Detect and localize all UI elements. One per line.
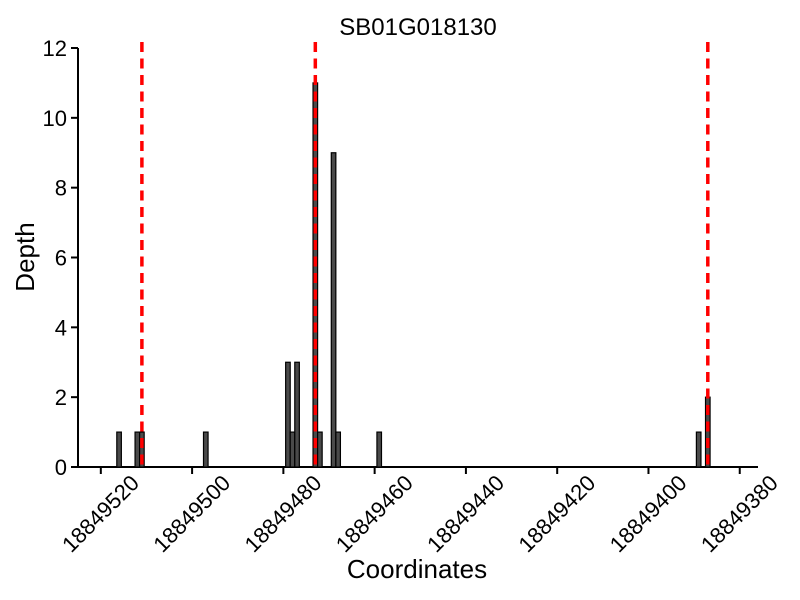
- depth-bar: [376, 431, 383, 468]
- y-axis-label: Depth: [10, 222, 40, 291]
- y-tick-label: 2: [55, 385, 67, 410]
- x-tick-label: 18849380: [696, 470, 783, 557]
- y-tick-label: 12: [43, 36, 67, 61]
- axis-spines: [77, 48, 758, 468]
- depth-bar: [202, 431, 209, 468]
- depth-bar: [294, 361, 300, 468]
- y-tick-label: 10: [43, 106, 67, 131]
- x-tick-label: 18849420: [513, 470, 600, 557]
- depth-bar: [335, 431, 342, 468]
- depth-bar: [289, 431, 296, 468]
- x-tick-label: 18849520: [57, 470, 144, 557]
- x-tick-label: 18849500: [148, 470, 235, 557]
- x-tick-label: 18849400: [605, 470, 692, 557]
- chart-title: SB01G018130: [339, 14, 496, 41]
- depth-bar: [116, 431, 122, 468]
- x-tick-label: 18849480: [240, 470, 327, 557]
- depth-bar: [134, 431, 141, 468]
- y-tick-label: 6: [55, 246, 67, 271]
- x-tick-label: 18849460: [331, 470, 418, 557]
- depth-bar: [330, 152, 337, 468]
- x-tick-label: 18849440: [422, 470, 509, 557]
- plot-area: 18849520 18849500 18849480 18849460 18849440…: [43, 36, 783, 557]
- y-tick-label: 0: [55, 455, 67, 480]
- depth-bar: [316, 431, 323, 468]
- x-axis-label: Coordinates: [347, 554, 487, 584]
- depth-bar: [695, 431, 702, 468]
- depth-bar: [139, 431, 145, 468]
- y-tick-label: 8: [55, 176, 67, 201]
- depth-bar: [285, 361, 291, 468]
- y-tick-label: 4: [55, 315, 67, 340]
